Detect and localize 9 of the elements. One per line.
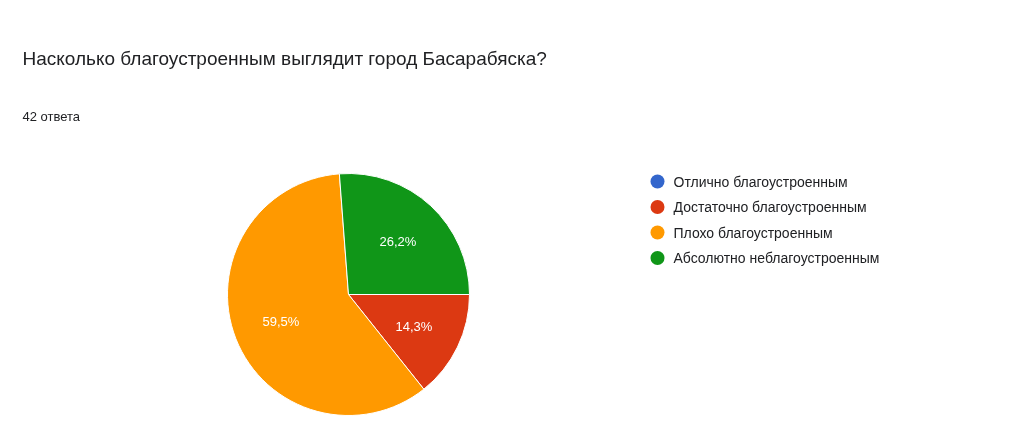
data-label: 26,2% (379, 233, 417, 249)
legend-label: Отлично благоустроенным (673, 173, 848, 190)
legend-label: Достаточно благоустроенным (673, 199, 867, 215)
data-label: 14,3% (395, 318, 433, 334)
chart-title: Насколько благоустроенным выглядит город Басарабяска? (22, 48, 547, 69)
legend-label: Плохо благоустроенным (673, 224, 833, 241)
legend-label: Абсолютно неблагоустроенным (673, 250, 880, 266)
data-label: 59,5% (262, 313, 300, 329)
text: 42 ответа (22, 109, 81, 124)
